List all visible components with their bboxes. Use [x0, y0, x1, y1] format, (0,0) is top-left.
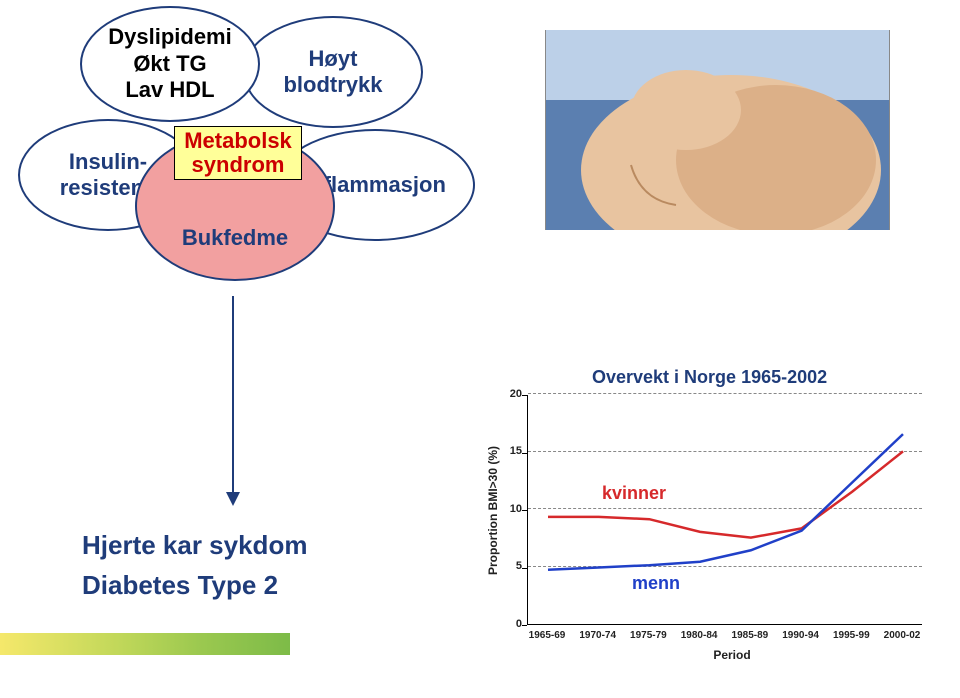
series-label-menn: menn: [632, 573, 680, 594]
chart-overweight-norway: Overvekt i Norge 1965-2002 0 5 10 15 20: [472, 385, 932, 675]
node-bukfedme-label: Bukfedme: [182, 225, 288, 251]
ytick-mark: [522, 510, 527, 511]
ytick-lbl: 10: [498, 503, 522, 515]
slide: Høyt blodtrykk Inflammasjon Insulin- res…: [0, 0, 960, 698]
xtick-lbl: 1995-99: [833, 630, 870, 641]
footer-bar: [0, 633, 290, 655]
chart-lines-svg: [528, 395, 923, 625]
xtick-lbl: 1975-79: [630, 630, 667, 641]
ytick-mark: [522, 625, 527, 626]
xtick-lbl: 1980-84: [681, 630, 718, 641]
node-metabolsk-syndrom: Metabolsk syndrom: [174, 126, 302, 180]
ytick-mark: [522, 395, 527, 396]
xtick-lbl: 2000-02: [884, 630, 921, 641]
y-axis-title: Proportion BMI>30 (%): [486, 446, 500, 575]
ytick-lbl: 20: [498, 388, 522, 400]
xtick-lbl: 1990-94: [782, 630, 819, 641]
photo-obesity-svg: [546, 30, 889, 230]
ytick-lbl: 15: [498, 445, 522, 457]
outcome-1: Hjerte kar sykdom: [82, 530, 307, 561]
xtick-lbl: 1970-74: [579, 630, 616, 641]
node-blodtrykk-label: Høyt blodtrykk: [283, 46, 382, 99]
chart-plot: [527, 395, 922, 625]
ytick-lbl: 5: [498, 560, 522, 572]
series-label-kvinner: kvinner: [602, 483, 666, 504]
photo-obesity: [545, 30, 890, 230]
node-dyslipidemi-label: Dyslipidemi Økt TG Lav HDL: [108, 24, 231, 103]
x-axis-title: Period: [702, 648, 762, 662]
node-blodtrykk: Høyt blodtrykk: [243, 16, 423, 128]
ytick-mark: [522, 453, 527, 454]
gridline: [528, 393, 922, 394]
ytick-lbl: 0: [498, 618, 522, 630]
ytick-mark: [522, 568, 527, 569]
outcome-2: Diabetes Type 2: [82, 570, 278, 601]
xtick-lbl: 1965-69: [529, 630, 566, 641]
node-dyslipidemi: Dyslipidemi Økt TG Lav HDL: [80, 6, 260, 122]
arrow-down: [232, 296, 234, 504]
node-metabolsk-syndrom-label: Metabolsk syndrom: [184, 129, 292, 177]
xtick-lbl: 1985-89: [732, 630, 769, 641]
chart-title: Overvekt i Norge 1965-2002: [592, 367, 827, 388]
